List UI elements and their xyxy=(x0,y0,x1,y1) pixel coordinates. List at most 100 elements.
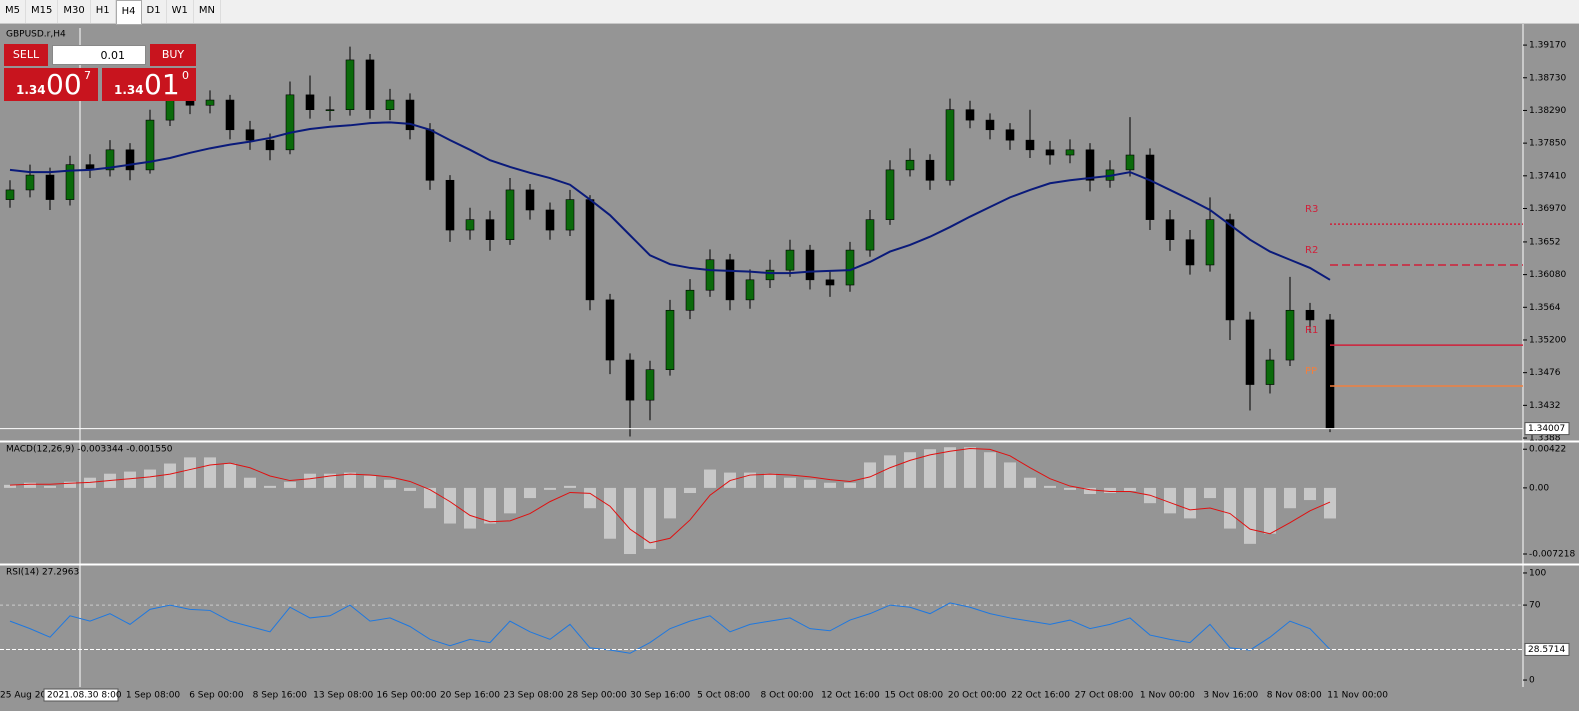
macd-bar xyxy=(244,477,256,488)
candle-body xyxy=(605,299,615,361)
candle-body xyxy=(625,359,635,401)
candle-body xyxy=(1025,139,1035,151)
y-tick-label: 1.38290 xyxy=(1529,106,1566,116)
macd-bar xyxy=(1004,462,1016,488)
pivot-label: R1 xyxy=(1305,325,1318,336)
macd-bar xyxy=(1224,487,1236,529)
macd-bar xyxy=(564,485,576,488)
y-tick-label: 1.38730 xyxy=(1529,73,1566,83)
macd-bar xyxy=(1064,487,1076,490)
macd-bar xyxy=(24,482,36,488)
macd-bar xyxy=(304,473,316,488)
x-tick-label: 27 Oct 08:00 xyxy=(1075,691,1134,701)
timeframe-button[interactable]: M5 xyxy=(0,0,26,23)
candle-body xyxy=(445,179,455,231)
sell-button[interactable]: SELL xyxy=(4,44,48,66)
candle-body xyxy=(1045,149,1055,156)
macd-bar xyxy=(824,482,836,488)
macd-bar xyxy=(324,473,336,488)
x-tick-label: 13 Sep 08:00 xyxy=(313,691,373,701)
candle-body xyxy=(645,369,655,401)
timeframe-button[interactable]: MN xyxy=(194,0,221,23)
macd-bar xyxy=(764,473,776,488)
macd-bar xyxy=(1184,487,1196,519)
x-tick-label: 12 Oct 16:00 xyxy=(821,691,880,701)
candle-body xyxy=(265,139,275,151)
macd-bar xyxy=(444,487,456,524)
candle-body xyxy=(1185,239,1195,266)
timeframe-toolbar: M5 M15 M30 H1 H4 D1 W1 MN xyxy=(0,0,1579,25)
buy-price[interactable]: 1.34 01 0 xyxy=(102,68,196,101)
candle-body xyxy=(1205,219,1215,266)
x-tick-label: 25 Aug 20 xyxy=(0,691,46,701)
macd-bar xyxy=(584,487,596,509)
sell-price[interactable]: 1.34 00 7 xyxy=(4,68,98,101)
candle-body xyxy=(565,199,575,231)
macd-bar xyxy=(684,487,696,494)
candle-body xyxy=(25,174,35,191)
crosshair-box xyxy=(43,688,119,702)
x-tick-label: 1 Sep 08:00 xyxy=(126,691,181,701)
x-tick-label: 8 Oct 00:00 xyxy=(761,691,814,701)
x-tick-label: 8 Nov 08:00 xyxy=(1267,691,1322,701)
lot-input[interactable]: 0.01 xyxy=(52,45,146,65)
candle-body xyxy=(1225,219,1235,321)
candle-body xyxy=(385,99,395,111)
macd-bar xyxy=(184,457,196,488)
candle-body xyxy=(425,129,435,181)
pivot-label: R3 xyxy=(1305,204,1318,215)
macd-bar xyxy=(864,462,876,488)
x-tick-label: 28 Sep 00:00 xyxy=(567,691,627,701)
timeframe-button[interactable]: M15 xyxy=(26,0,59,23)
candle-body xyxy=(205,99,215,106)
timeframe-button[interactable]: W1 xyxy=(167,0,194,23)
macd-bar xyxy=(124,471,136,488)
candle-body xyxy=(965,109,975,121)
x-tick-label: 20 Sep 16:00 xyxy=(440,691,500,701)
timeframe-button[interactable]: M30 xyxy=(58,0,91,23)
panel-title: GBPUSD.r,H4 xyxy=(6,30,66,40)
x-tick-label: 6 Sep 00:00 xyxy=(189,691,244,701)
bid-box xyxy=(1524,422,1570,436)
x-tick-label: 11 Nov 00:00 xyxy=(1327,691,1388,701)
bid-label: 1.34007 xyxy=(1528,424,1565,434)
candle-body xyxy=(505,189,515,240)
y-tick-label: 1.36970 xyxy=(1529,204,1566,214)
timeframe-button[interactable]: D1 xyxy=(142,0,167,23)
y-tick-label: 1.36080 xyxy=(1529,270,1566,280)
macd-bar xyxy=(1324,487,1336,519)
candle-body xyxy=(905,159,915,171)
candle-body xyxy=(1245,319,1255,385)
candle-body xyxy=(305,94,315,111)
timeframe-button[interactable]: H1 xyxy=(91,0,116,23)
x-tick-label: 5 Oct 08:00 xyxy=(697,691,750,701)
y-tick-label: 1.3652 xyxy=(1529,237,1561,247)
macd-bar xyxy=(204,457,216,488)
candle-body xyxy=(825,279,835,286)
y-tick-label: 100 xyxy=(1529,568,1546,578)
candle-body xyxy=(985,119,995,131)
rsi-line xyxy=(9,602,1331,654)
timeframe-button[interactable]: H4 xyxy=(115,0,142,25)
y-tick-label: 1.3564 xyxy=(1529,303,1561,313)
y-tick-label: 1.3388 xyxy=(1529,434,1561,444)
candle-body xyxy=(1325,319,1335,429)
macd-bar xyxy=(884,455,896,488)
candle-body xyxy=(885,169,895,220)
x-tick-label: 1 Nov 00:00 xyxy=(1140,691,1195,701)
y-tick-label: -0.007218 xyxy=(1529,550,1575,560)
candle-body xyxy=(465,219,475,231)
candle-body xyxy=(545,209,555,231)
x-tick-label: 22 Oct 16:00 xyxy=(1011,691,1070,701)
candle-body xyxy=(865,219,875,251)
price-big: 00 xyxy=(46,68,82,101)
buy-button[interactable]: BUY xyxy=(150,44,196,66)
price-prefix: 1.34 xyxy=(16,83,46,97)
candle-body xyxy=(285,94,295,151)
macd-bar xyxy=(964,447,976,488)
candle-body xyxy=(665,309,675,370)
candle-body xyxy=(345,59,355,111)
macd-bar xyxy=(264,485,276,488)
moving-average xyxy=(9,121,1331,281)
